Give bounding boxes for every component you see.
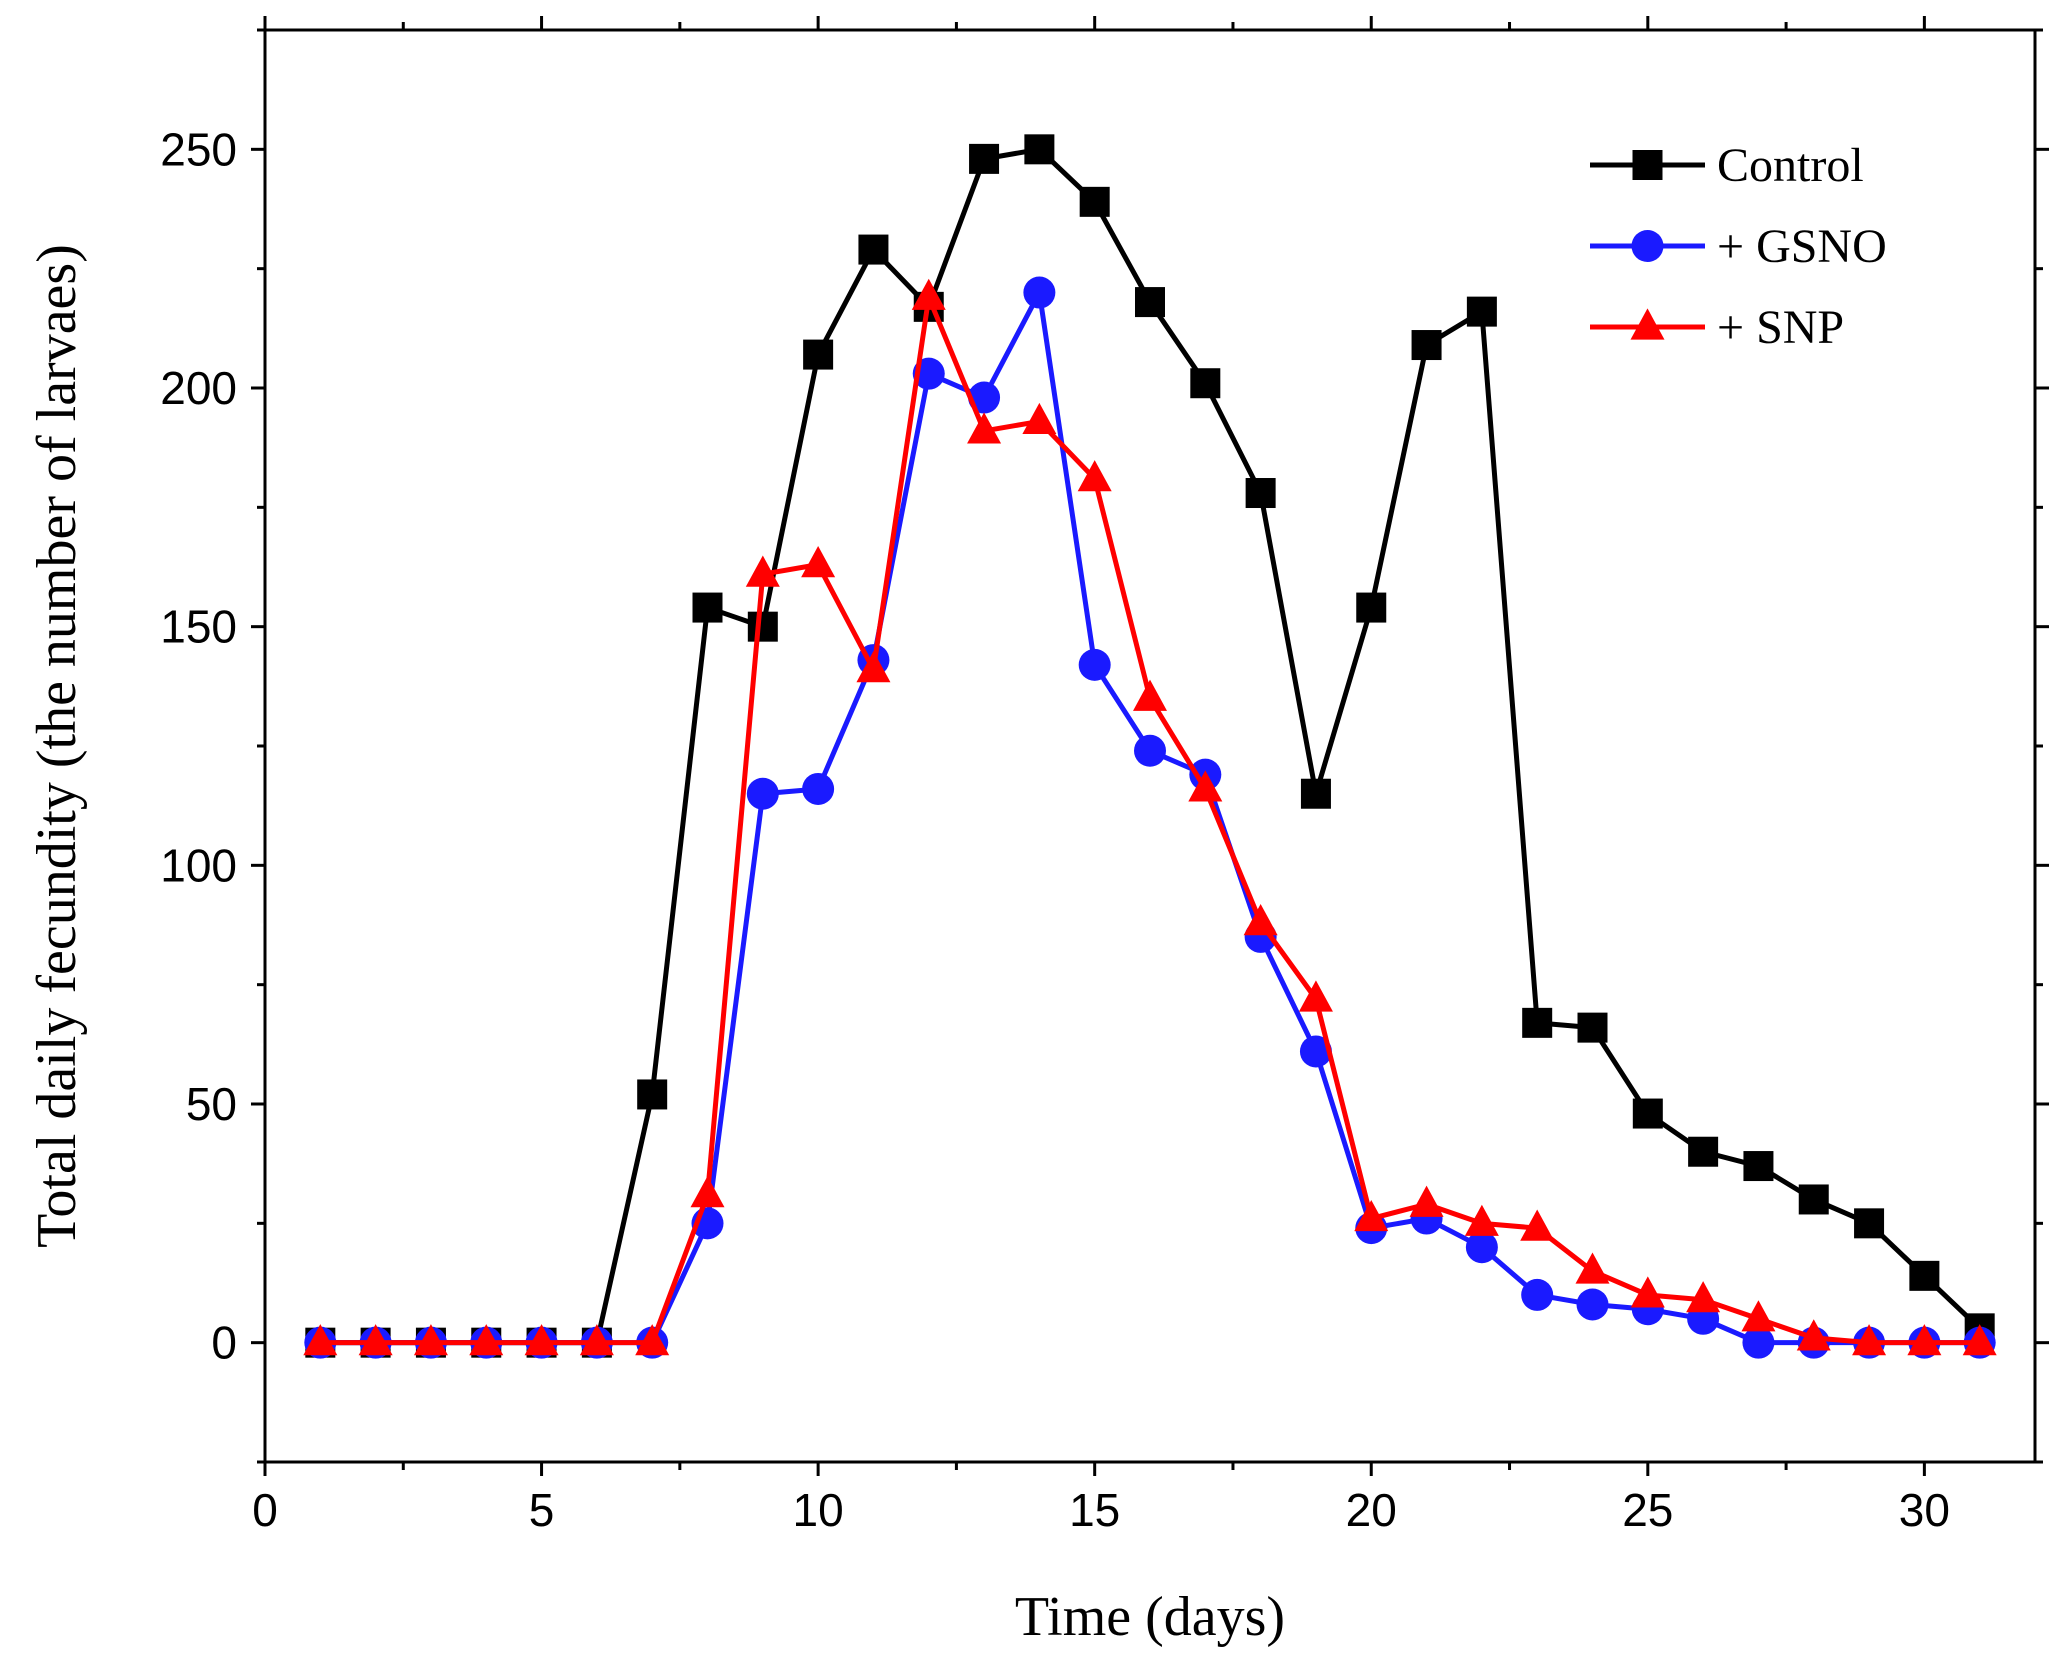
data-point [1466, 296, 1497, 327]
data-point [1465, 1231, 1498, 1264]
data-point [413, 1324, 448, 1356]
axis-ticks [251, 16, 2049, 1476]
x-tick-label: 25 [1622, 1484, 1673, 1536]
legend-label: + GSNO [1717, 220, 1887, 273]
data-point [1630, 1276, 1665, 1308]
data-point [635, 1324, 670, 1356]
data-point [1022, 402, 1057, 435]
data-point [1245, 478, 1276, 509]
data-point [1854, 1208, 1885, 1239]
data-point [1300, 778, 1331, 809]
data-point [1686, 1281, 1721, 1313]
axis-tick-labels: 0 5 10 15 20 25 30 0 50 100 150 200 250 [160, 123, 1950, 1536]
data-point [1298, 980, 1333, 1012]
data-point [969, 143, 1000, 174]
data-point [1078, 648, 1111, 681]
data-point [1907, 1324, 1942, 1356]
legend-item: Control [1590, 139, 1864, 192]
legend-item: + SNP [1590, 301, 1844, 354]
data-point [1741, 1300, 1776, 1332]
series-line [320, 290, 1980, 1346]
data-point [1188, 770, 1223, 802]
data-point [1688, 1136, 1719, 1167]
data-point [469, 1324, 504, 1356]
legend-label: + SNP [1717, 301, 1844, 354]
data-point [1409, 1185, 1444, 1217]
series-layer [303, 134, 1997, 1359]
data-point [1521, 1278, 1554, 1311]
data-point [747, 611, 778, 642]
x-tick-label: 5 [529, 1484, 555, 1536]
data-point [1632, 1098, 1663, 1129]
legend: Control + GSNO + SNP [1590, 139, 1887, 354]
data-point [1742, 1326, 1775, 1359]
data-point [1023, 276, 1056, 309]
data-point [1354, 1199, 1389, 1232]
series-line [320, 294, 1980, 1346]
y-tick-label: 200 [160, 362, 237, 414]
data-point [1798, 1184, 1829, 1215]
data-point [637, 1079, 668, 1110]
data-point [803, 339, 834, 370]
data-point [1135, 287, 1165, 318]
x-axis-title: Time (days) [1015, 1586, 1285, 1648]
y-tick-label: 100 [160, 839, 237, 891]
data-point [1134, 734, 1166, 767]
data-point [1575, 1252, 1610, 1284]
series-snp [303, 278, 1997, 1356]
legend-marker [1630, 308, 1665, 340]
legend-label: Control [1717, 139, 1864, 192]
data-point [801, 546, 836, 578]
data-point [692, 592, 723, 623]
data-point [1852, 1324, 1887, 1356]
legend-marker [1631, 230, 1664, 262]
legend-marker [1632, 150, 1663, 180]
data-point [1243, 904, 1278, 936]
x-tick-label: 30 [1899, 1484, 1950, 1536]
data-point [746, 777, 779, 810]
x-tick-label: 10 [793, 1484, 844, 1536]
data-point [1299, 1035, 1332, 1068]
data-point [524, 1324, 559, 1356]
data-point [303, 1324, 338, 1356]
data-point [1522, 1007, 1553, 1038]
data-point [690, 1176, 725, 1208]
data-point [1190, 368, 1221, 399]
legend-item: + GSNO [1590, 220, 1887, 273]
x-tick-label: 20 [1346, 1484, 1397, 1536]
data-point [1520, 1209, 1555, 1241]
data-point [1024, 134, 1055, 165]
data-point [745, 555, 780, 587]
data-point [1411, 330, 1442, 361]
data-point [858, 234, 889, 265]
data-point [1576, 1288, 1609, 1321]
y-axis-title: Total daily fecundity (the number of lar… [26, 244, 88, 1248]
data-point [1796, 1319, 1831, 1351]
data-point [579, 1324, 614, 1356]
series-gsno [304, 276, 1996, 1359]
data-point [1577, 1012, 1608, 1043]
data-point [1962, 1324, 1997, 1356]
data-point [802, 772, 835, 805]
x-tick-label: 15 [1069, 1484, 1120, 1536]
data-point [856, 651, 891, 683]
data-point [358, 1324, 393, 1356]
y-tick-label: 150 [160, 601, 237, 653]
data-point [1133, 679, 1167, 711]
data-point [1464, 1204, 1499, 1236]
x-tick-label: 0 [252, 1484, 278, 1536]
data-point [1743, 1151, 1774, 1182]
data-point [1356, 592, 1387, 623]
data-point [1079, 186, 1110, 217]
data-point [967, 412, 1002, 444]
data-point [1077, 460, 1112, 492]
data-point [911, 278, 946, 310]
y-tick-label: 250 [160, 123, 237, 175]
y-tick-label: 0 [211, 1317, 237, 1369]
y-tick-label: 50 [186, 1078, 237, 1130]
data-point [1909, 1260, 1940, 1291]
